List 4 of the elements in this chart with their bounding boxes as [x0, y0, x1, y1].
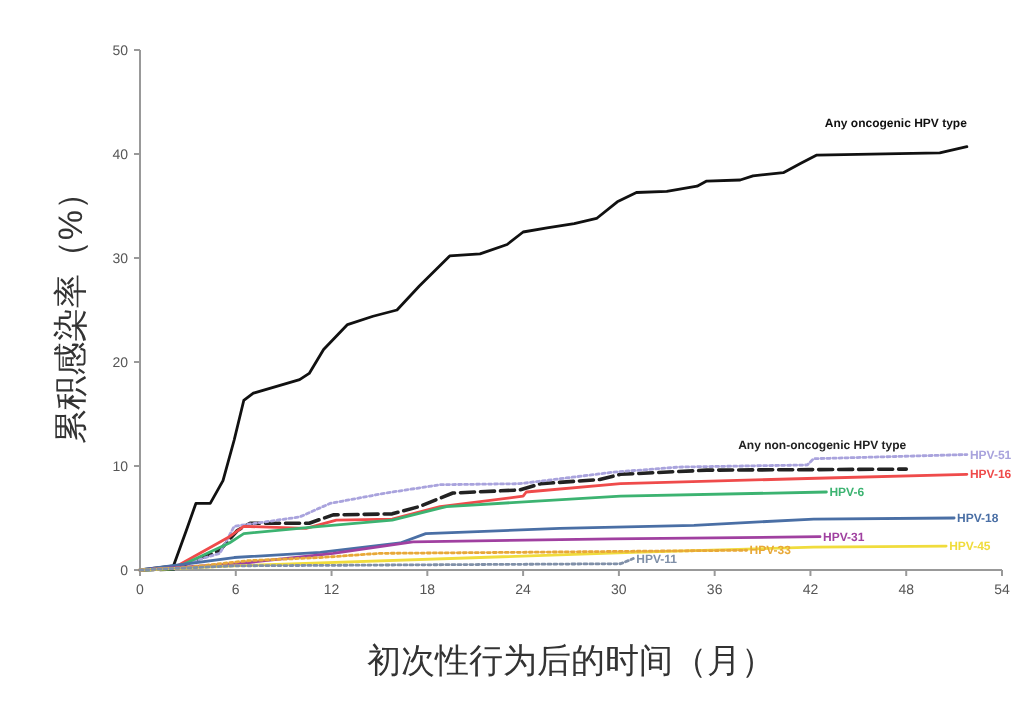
line-series: [138, 544, 948, 572]
x-axis-title: 初次性行为后的时间（月）: [367, 642, 775, 680]
y-axis-title: 累积感染率（%）: [52, 175, 90, 445]
line-series: [138, 535, 822, 572]
